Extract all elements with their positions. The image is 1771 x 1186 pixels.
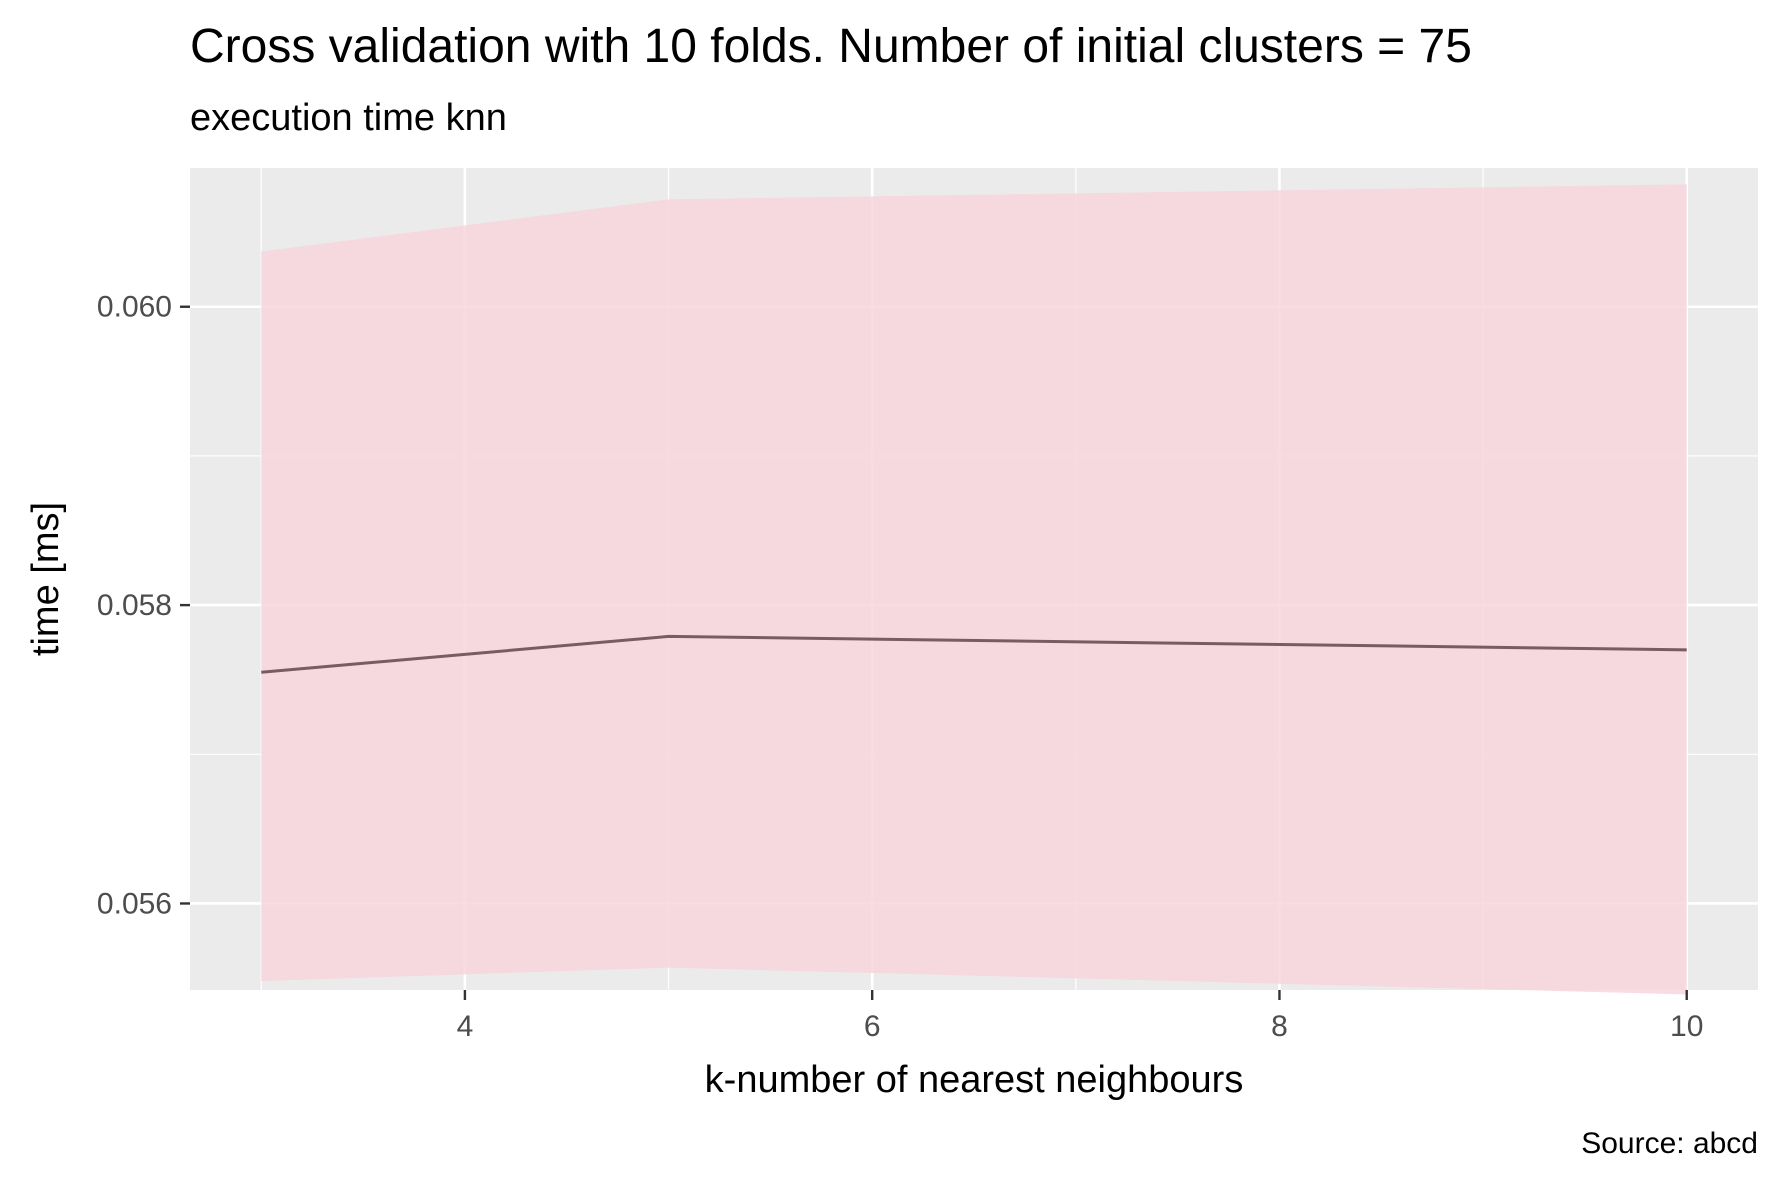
chart-subtitle: execution time knn	[190, 97, 507, 139]
y-tick-label: 0.056	[97, 887, 172, 920]
confidence-ribbon	[261, 184, 1687, 995]
axis-layer: 4 6 8 10 0.056 0.058 0.060	[97, 291, 1703, 1043]
y-axis-label: time [ms]	[25, 502, 67, 656]
data-layer	[261, 184, 1687, 995]
chart-title: Cross validation with 10 folds. Number o…	[190, 20, 1472, 73]
x-tick-label: 6	[864, 1010, 881, 1043]
x-tick-label: 4	[457, 1010, 474, 1043]
chart-caption: Source: abcd	[1581, 1127, 1758, 1160]
x-tick-label: 10	[1670, 1010, 1703, 1043]
series-line	[261, 634, 1687, 674]
x-axis-label: k-number of nearest neighbours	[705, 1059, 1244, 1101]
x-tick-label: 8	[1271, 1010, 1288, 1043]
y-tick-label: 0.058	[97, 589, 172, 622]
y-tick-label: 0.060	[97, 291, 172, 324]
